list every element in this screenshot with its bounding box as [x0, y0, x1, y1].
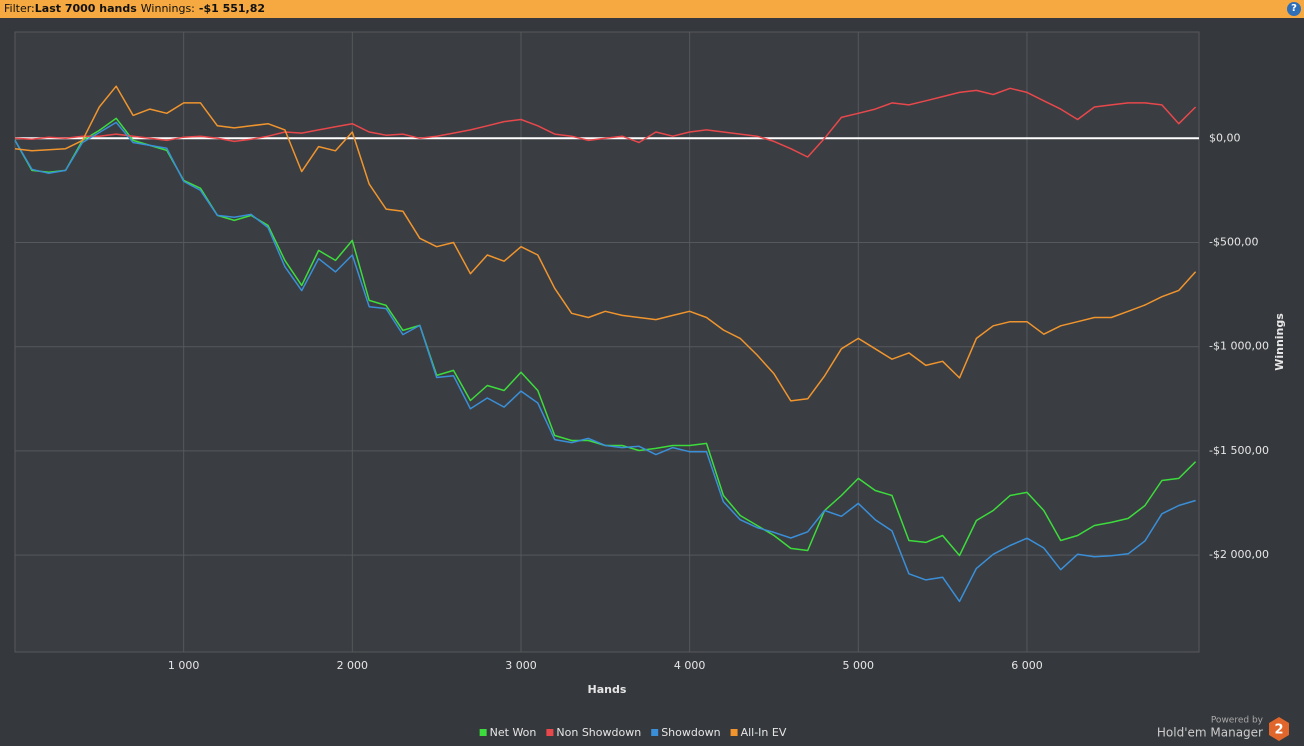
legend-swatch [546, 729, 554, 736]
y-tick-label: -$2 000,00 [1209, 548, 1269, 561]
y-tick-label: -$1 000,00 [1209, 340, 1269, 353]
y-tick-label: $0,00 [1209, 131, 1241, 144]
filter-bar: Filter:Last 7000 hands Winnings: -$1 551,8… [0, 0, 1304, 18]
y-tick-label: -$500,00 [1209, 235, 1258, 248]
filter-label: Filter: [4, 2, 35, 15]
legend-label: All-In EV [741, 726, 787, 739]
winnings-value: -$1 551,82 [198, 2, 266, 15]
legend-swatch [479, 729, 487, 736]
legend-swatch [651, 729, 659, 736]
badge-text: 2 [1274, 723, 1283, 738]
series-line [14, 121, 1196, 603]
series-line [14, 85, 1197, 402]
x-tick-label: 3 000 [505, 659, 537, 672]
x-tick-label: 2 000 [337, 659, 369, 672]
x-tick-label: 5 000 [843, 659, 875, 672]
winnings-label: Winnings: [140, 2, 195, 15]
y-axis-title: Winnings [1273, 313, 1286, 371]
x-axis-title: Hands [588, 683, 627, 696]
chart: Hands Winnings Powered by Hold'em Manage… [14, 31, 1289, 741]
legend: Net Won Non Showdown Showdown All-In EV [479, 726, 787, 739]
x-tick-label: 6 000 [1011, 659, 1043, 672]
x-tick-label: 1 000 [168, 659, 200, 672]
help-button[interactable]: ? [1287, 2, 1301, 16]
legend-label: Showdown [661, 726, 720, 739]
powered-by: Powered by [1211, 716, 1264, 726]
plot-area [14, 31, 1200, 653]
legend-swatch [730, 729, 738, 736]
legend-label: Net Won [490, 726, 537, 739]
y-tick-label: -$1 500,00 [1209, 444, 1269, 457]
product-name: Hold'em Manager [1157, 726, 1263, 740]
series-line [14, 87, 1197, 158]
x-tick-label: 4 000 [674, 659, 706, 672]
badge-icon [1269, 717, 1289, 741]
filter-value[interactable]: Last 7000 hands [34, 2, 137, 15]
legend-label: Non Showdown [556, 726, 641, 739]
